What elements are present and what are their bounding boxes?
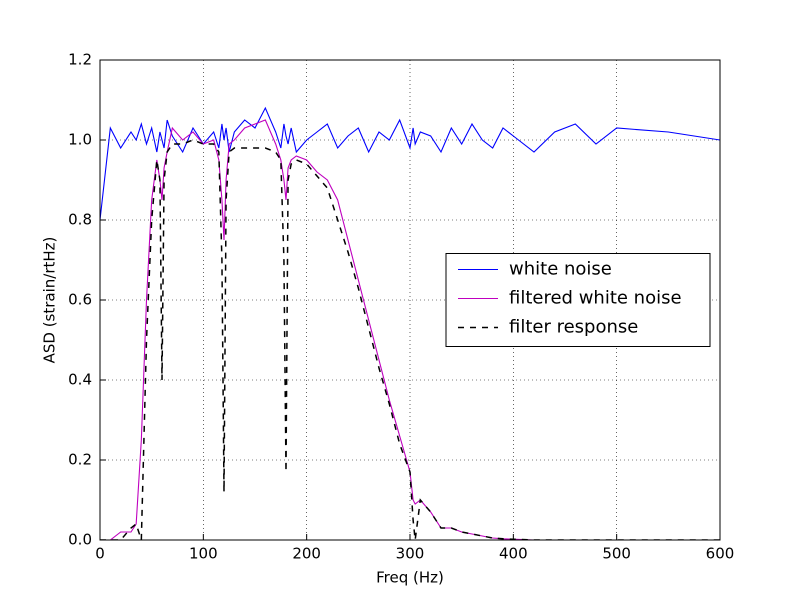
y-tick-label: 0.0 [68,531,92,549]
x-tick-label: 200 [292,545,321,563]
plot-frame [99,59,721,541]
legend-label: white noise [509,259,612,280]
series-line [100,139,720,540]
legend-label: filter response [509,317,638,338]
x-tick-label: 0 [95,545,105,563]
x-tick-label: 100 [189,545,218,563]
x-tick-label: 300 [396,545,425,563]
y-tick-label: 0.8 [68,211,92,229]
y-tick-label: 0.4 [68,371,92,389]
series-line [100,106,720,221]
y-tick-label: 0.2 [68,451,92,469]
y-tick-label: 0.6 [68,291,92,309]
x-tick-label: 400 [499,545,528,563]
x-tick-label: 600 [706,545,735,563]
y-tick-label: 1.0 [68,131,92,149]
y-tick-label: 1.2 [68,51,92,69]
x-axis-label: Freq (Hz) [376,569,444,587]
legend-label: filtered white noise [509,288,682,309]
y-axis-label: ASD (strain/rtHz) [41,237,59,364]
x-tick-label: 500 [602,545,631,563]
